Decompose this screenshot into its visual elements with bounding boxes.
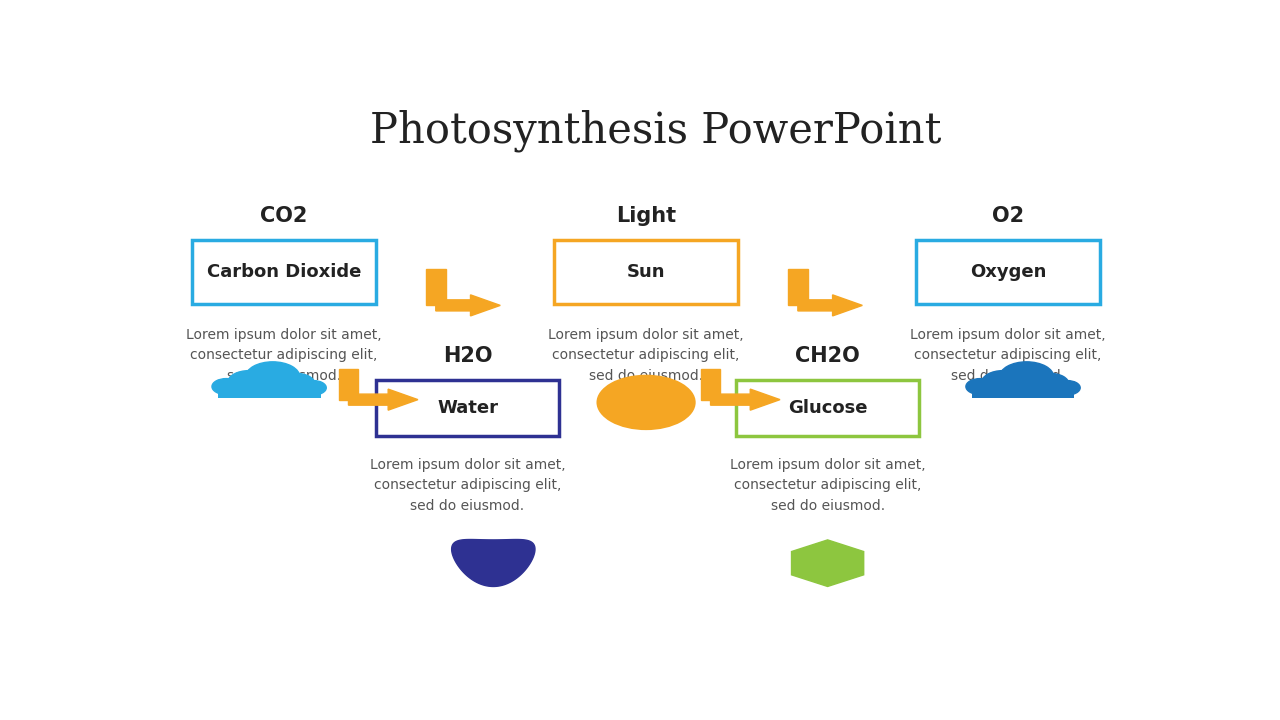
FancyArrow shape	[797, 295, 863, 316]
Circle shape	[1032, 374, 1069, 394]
Text: O2: O2	[992, 207, 1024, 226]
Polygon shape	[791, 540, 864, 587]
Polygon shape	[452, 539, 535, 587]
Circle shape	[982, 371, 1024, 395]
Text: Glucose: Glucose	[788, 399, 868, 417]
FancyBboxPatch shape	[192, 240, 376, 304]
FancyBboxPatch shape	[972, 384, 1074, 397]
Text: Carbon Dioxide: Carbon Dioxide	[207, 263, 361, 281]
Text: CH2O: CH2O	[795, 346, 860, 366]
FancyArrow shape	[788, 269, 808, 305]
Text: Light: Light	[616, 207, 676, 226]
Circle shape	[228, 371, 270, 395]
Circle shape	[278, 374, 315, 394]
Text: Lorem ipsum dolor sit amet,
consectetur adipiscing elit,
sed do eiusmod.: Lorem ipsum dolor sit amet, consectetur …	[186, 328, 381, 383]
FancyArrow shape	[426, 269, 445, 305]
Text: Lorem ipsum dolor sit amet,
consectetur adipiscing elit,
sed do eiusmod.: Lorem ipsum dolor sit amet, consectetur …	[910, 328, 1106, 383]
Text: Water: Water	[436, 399, 498, 417]
FancyArrow shape	[710, 389, 780, 410]
Text: Oxygen: Oxygen	[970, 263, 1046, 281]
Circle shape	[246, 362, 300, 392]
Text: H2O: H2O	[443, 346, 493, 366]
FancyBboxPatch shape	[972, 386, 1074, 397]
Circle shape	[966, 379, 995, 395]
FancyBboxPatch shape	[554, 240, 737, 304]
Text: Lorem ipsum dolor sit amet,
consectetur adipiscing elit,
sed do eiusmod.: Lorem ipsum dolor sit amet, consectetur …	[370, 458, 566, 513]
Circle shape	[212, 379, 241, 395]
Circle shape	[1055, 381, 1080, 395]
FancyBboxPatch shape	[376, 380, 559, 436]
FancyBboxPatch shape	[218, 384, 320, 397]
FancyBboxPatch shape	[736, 380, 919, 436]
Text: Lorem ipsum dolor sit amet,
consectetur adipiscing elit,
sed do eiusmod.: Lorem ipsum dolor sit amet, consectetur …	[730, 458, 925, 513]
Text: Photosynthesis PowerPoint: Photosynthesis PowerPoint	[370, 109, 942, 152]
FancyArrow shape	[338, 369, 358, 400]
Text: Lorem ipsum dolor sit amet,
consectetur adipiscing elit,
sed do eiusmod.: Lorem ipsum dolor sit amet, consectetur …	[548, 328, 744, 383]
FancyArrow shape	[435, 295, 500, 316]
FancyBboxPatch shape	[218, 386, 320, 397]
FancyArrow shape	[700, 369, 721, 400]
FancyArrow shape	[348, 389, 417, 410]
Text: Sun: Sun	[627, 263, 666, 281]
Circle shape	[301, 381, 326, 395]
Text: CO2: CO2	[260, 207, 307, 226]
FancyBboxPatch shape	[916, 240, 1100, 304]
Circle shape	[596, 374, 696, 430]
Circle shape	[1000, 362, 1053, 392]
